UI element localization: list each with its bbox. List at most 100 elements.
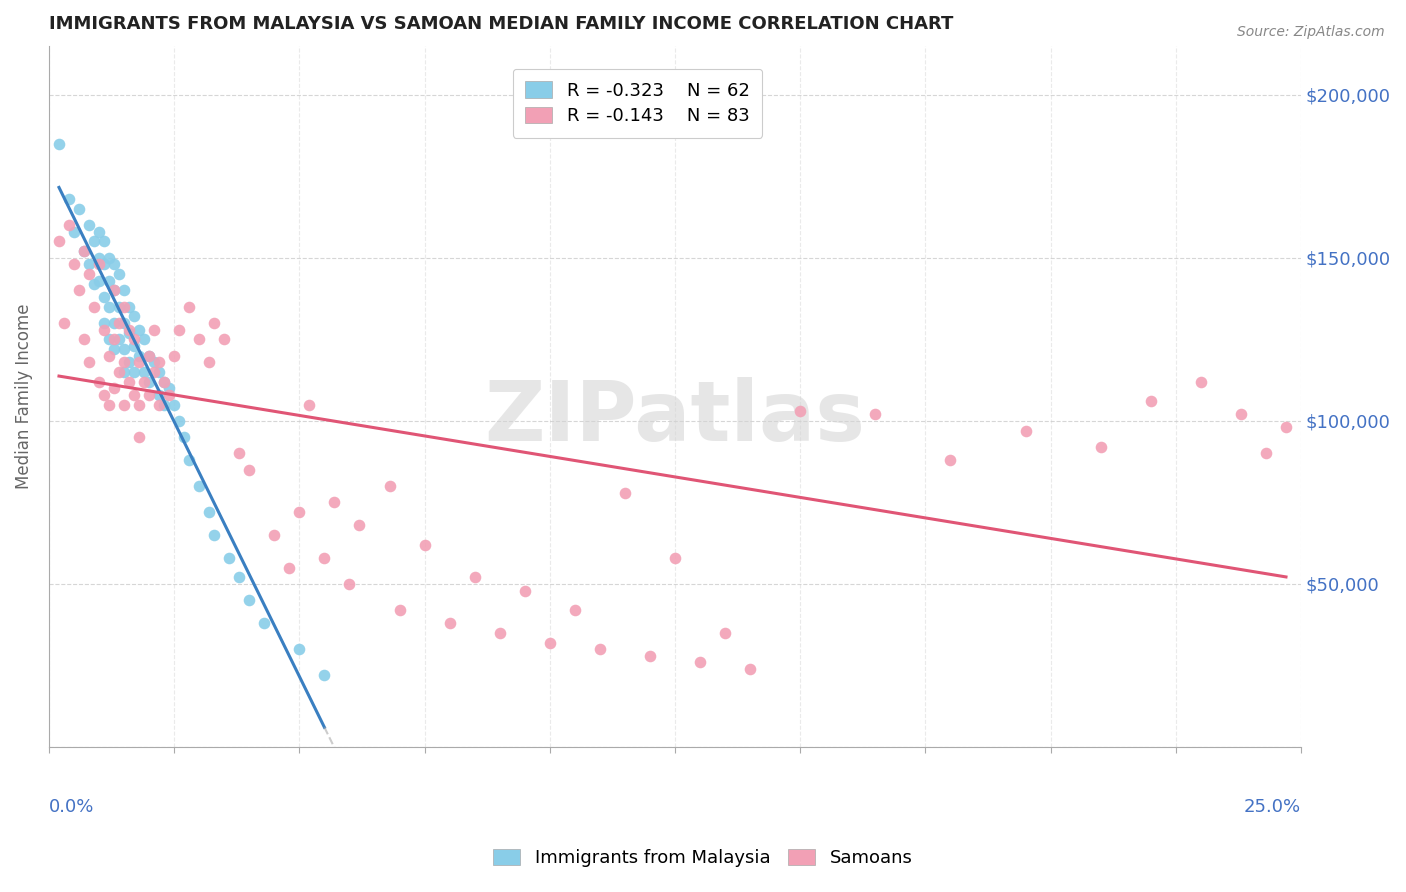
Point — [108, 267, 131, 281]
Point — [228, 446, 250, 460]
Point — [148, 388, 170, 402]
Point — [103, 316, 125, 330]
Point — [83, 300, 105, 314]
Point — [740, 662, 762, 676]
Point — [513, 583, 536, 598]
Point — [48, 136, 70, 151]
Point — [98, 251, 121, 265]
Point — [167, 414, 190, 428]
Point — [153, 375, 176, 389]
Point — [112, 355, 135, 369]
Point — [73, 244, 96, 259]
Point — [238, 463, 260, 477]
Point — [98, 300, 121, 314]
Point — [278, 560, 301, 574]
Point — [163, 398, 186, 412]
Point — [108, 365, 131, 379]
Point — [188, 479, 211, 493]
Point — [93, 388, 115, 402]
Point — [202, 528, 225, 542]
Point — [298, 398, 321, 412]
Point — [148, 398, 170, 412]
Point — [163, 349, 186, 363]
Point — [118, 355, 141, 369]
Point — [87, 225, 110, 239]
Point — [118, 322, 141, 336]
Point — [103, 381, 125, 395]
Point — [48, 235, 70, 249]
Point — [564, 603, 586, 617]
Point — [153, 398, 176, 412]
Point — [87, 257, 110, 271]
Point — [118, 375, 141, 389]
Text: 25.0%: 25.0% — [1244, 797, 1301, 815]
Point — [67, 284, 90, 298]
Point — [112, 284, 135, 298]
Point — [108, 300, 131, 314]
Point — [179, 453, 201, 467]
Point — [228, 570, 250, 584]
Point — [83, 235, 105, 249]
Point — [77, 355, 100, 369]
Legend: Immigrants from Malaysia, Samoans: Immigrants from Malaysia, Samoans — [486, 841, 920, 874]
Point — [112, 342, 135, 356]
Point — [122, 365, 145, 379]
Point — [138, 349, 160, 363]
Point — [93, 322, 115, 336]
Point — [789, 404, 811, 418]
Point — [93, 290, 115, 304]
Point — [118, 300, 141, 314]
Point — [198, 355, 221, 369]
Point — [128, 349, 150, 363]
Text: Source: ZipAtlas.com: Source: ZipAtlas.com — [1237, 25, 1385, 39]
Point — [488, 626, 510, 640]
Text: 0.0%: 0.0% — [49, 797, 94, 815]
Point — [202, 316, 225, 330]
Point — [689, 655, 711, 669]
Point — [128, 398, 150, 412]
Point — [323, 495, 346, 509]
Point — [188, 332, 211, 346]
Point — [87, 274, 110, 288]
Text: IMMIGRANTS FROM MALAYSIA VS SAMOAN MEDIAN FAMILY INCOME CORRELATION CHART: IMMIGRANTS FROM MALAYSIA VS SAMOAN MEDIA… — [49, 15, 953, 33]
Point — [388, 603, 411, 617]
Point — [288, 642, 311, 657]
Point — [538, 636, 561, 650]
Point — [1230, 407, 1253, 421]
Point — [288, 505, 311, 519]
Point — [464, 570, 486, 584]
Point — [218, 550, 240, 565]
Point — [589, 642, 612, 657]
Point — [1139, 394, 1161, 409]
Point — [138, 375, 160, 389]
Point — [714, 626, 737, 640]
Point — [148, 365, 170, 379]
Point — [53, 316, 76, 330]
Point — [134, 332, 156, 346]
Text: ZIPatlas: ZIPatlas — [485, 377, 866, 458]
Point — [179, 300, 201, 314]
Point — [93, 257, 115, 271]
Point — [413, 538, 436, 552]
Point — [58, 218, 80, 232]
Point — [122, 388, 145, 402]
Point — [138, 349, 160, 363]
Point — [339, 577, 361, 591]
Point — [153, 375, 176, 389]
Point — [103, 332, 125, 346]
Point — [98, 349, 121, 363]
Point — [93, 316, 115, 330]
Point — [349, 518, 371, 533]
Point — [112, 398, 135, 412]
Point — [143, 322, 166, 336]
Point — [112, 316, 135, 330]
Point — [108, 332, 131, 346]
Point — [439, 616, 461, 631]
Point — [63, 225, 86, 239]
Point — [939, 453, 962, 467]
Point — [112, 365, 135, 379]
Point — [173, 430, 195, 444]
Point — [198, 505, 221, 519]
Point — [77, 257, 100, 271]
Point — [134, 365, 156, 379]
